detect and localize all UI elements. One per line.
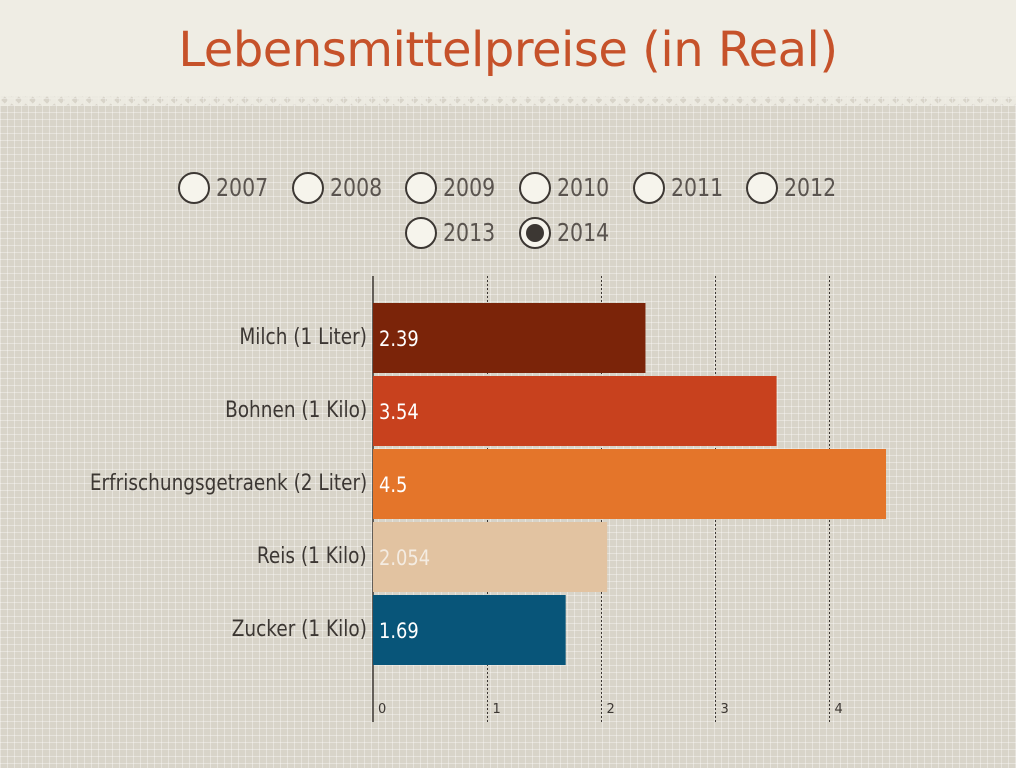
year-label: 2007: [216, 173, 269, 202]
x-axis-ticks: 0 1 2 3 4: [378, 702, 843, 717]
category-label-erfrischungsgetraenk: Erfrischungsgetraenk (2 Liter): [89, 471, 367, 496]
year-option-2010[interactable]: 2010: [519, 171, 611, 204]
category-labels: Milch (1 Liter) Bohnen (1 Kilo) Erfrisch…: [0, 0, 367, 768]
category-label-bohnen: Bohnen (1 Kilo): [224, 398, 367, 423]
category-label-zucker: Zucker (1 Kilo): [231, 617, 367, 642]
bar-value-label: 2.054: [379, 546, 430, 571]
bar-value-label: 3.54: [379, 400, 419, 425]
x-tick-label: 0: [378, 702, 386, 717]
radio-icon[interactable]: [519, 216, 551, 249]
radio-icon[interactable]: [632, 171, 665, 204]
year-option-2013[interactable]: 2013: [405, 216, 497, 249]
year-selector: 2007 2008 2009 2010 2011 2012 2013 2014: [0, 165, 1016, 255]
radio-icon[interactable]: [178, 171, 211, 204]
radio-icon[interactable]: [291, 171, 324, 204]
year-option-2014[interactable]: 2014: [519, 216, 611, 249]
year-label: 2011: [670, 173, 723, 202]
year-option-2007[interactable]: 2007: [178, 171, 270, 204]
bar-value-label: 1.69: [379, 619, 419, 644]
year-option-2012[interactable]: 2012: [746, 171, 838, 204]
radio-icon[interactable]: [746, 171, 779, 204]
year-label: 2009: [443, 173, 496, 202]
radio-icon[interactable]: [519, 171, 551, 204]
x-tick-label: 1: [493, 702, 501, 717]
year-row-1: 2007 2008 2009 2010 2011 2012: [0, 165, 1016, 210]
radio-icon[interactable]: [405, 216, 438, 249]
year-row-2: 2013 2014: [0, 210, 1016, 255]
year-label: 2010: [557, 173, 610, 202]
category-label-milch: Milch (1 Liter): [239, 325, 367, 350]
x-tick-label: 4: [835, 702, 843, 717]
title-banner: Lebensmittelpreise (in Real): [0, 0, 1016, 96]
bar[interactable]: [373, 376, 777, 446]
year-option-2009[interactable]: 2009: [405, 171, 497, 204]
category-label-reis: Reis (1 Kilo): [257, 544, 367, 569]
bars: 2.39 3.54 4.5 2.054 1.69: [373, 303, 886, 665]
banner-zigzag-edge: [0, 94, 1016, 106]
year-label: 2012: [784, 173, 837, 202]
bar[interactable]: [373, 449, 886, 519]
year-option-2008[interactable]: 2008: [291, 171, 384, 204]
year-label: 2013: [443, 218, 496, 247]
bar-value-label: 4.5: [379, 473, 407, 498]
bar[interactable]: [373, 595, 566, 665]
x-tick-label: 2: [607, 702, 615, 717]
x-tick-label: 3: [721, 702, 729, 717]
year-label: 2008: [329, 173, 382, 202]
year-label: 2014: [557, 218, 610, 247]
year-option-2011[interactable]: 2011: [632, 171, 725, 204]
chart-title: Lebensmittelpreise (in Real): [178, 22, 838, 78]
radio-icon[interactable]: [405, 171, 438, 204]
bar[interactable]: [373, 522, 608, 592]
bar-value-label: 2.39: [379, 327, 419, 352]
bar[interactable]: [373, 303, 646, 373]
